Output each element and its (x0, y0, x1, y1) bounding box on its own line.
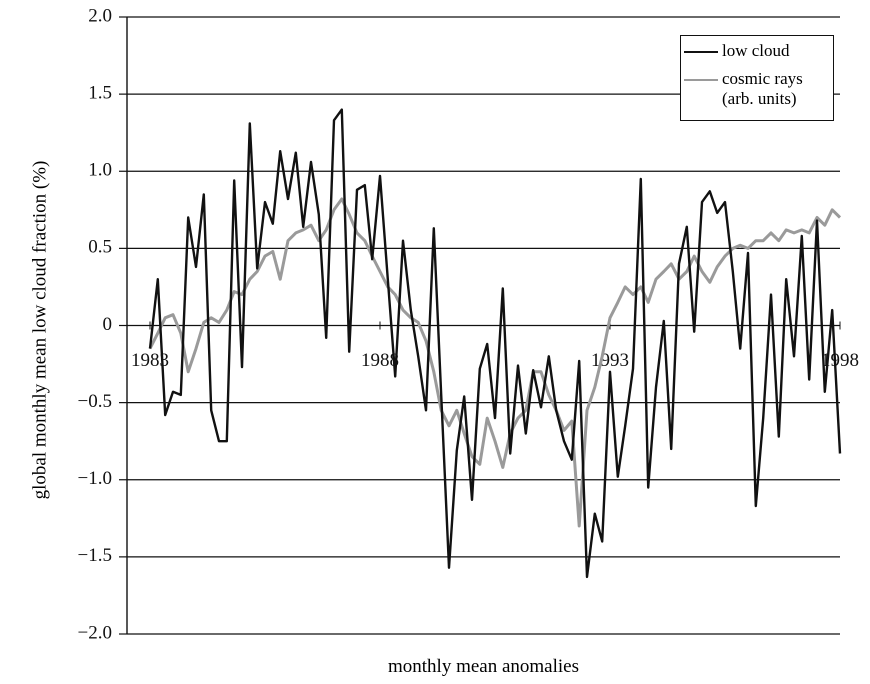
y-tick-label: 2.0 (88, 5, 112, 26)
x-tick-label: 1993 (591, 350, 629, 371)
y-tick-label: −0.5 (78, 391, 112, 412)
y-tick-label: 1.5 (88, 82, 112, 103)
legend-swatch (684, 79, 718, 81)
x-axis-label: monthly mean anomalies (387, 656, 579, 677)
x-tick-label: 1988 (361, 350, 399, 371)
legend-label: cosmic rays (arb. units) (722, 69, 803, 108)
legend-label: low cloud (722, 41, 790, 60)
legend-entry: cosmic rays (arb. units) (681, 69, 833, 109)
y-tick-label: 0 (103, 314, 113, 335)
y-tick-label: −1.5 (78, 545, 112, 566)
x-tick-label: 1998 (821, 350, 859, 371)
y-tick-label: 1.0 (88, 160, 112, 181)
y-tick-label: −2.0 (78, 622, 112, 643)
y-axis-label: global monthly mean low cloud fraction (… (29, 160, 51, 500)
y-tick-label: 0.5 (88, 237, 112, 258)
series-line (148, 197, 842, 528)
x-tick-label: 1983 (131, 350, 169, 371)
legend: low cloud cosmic rays (arb. units) (680, 35, 834, 121)
y-tick-label: −1.0 (78, 468, 112, 489)
series-line (148, 108, 842, 579)
legend-entry: low cloud (681, 41, 833, 61)
legend-swatch (684, 51, 718, 53)
